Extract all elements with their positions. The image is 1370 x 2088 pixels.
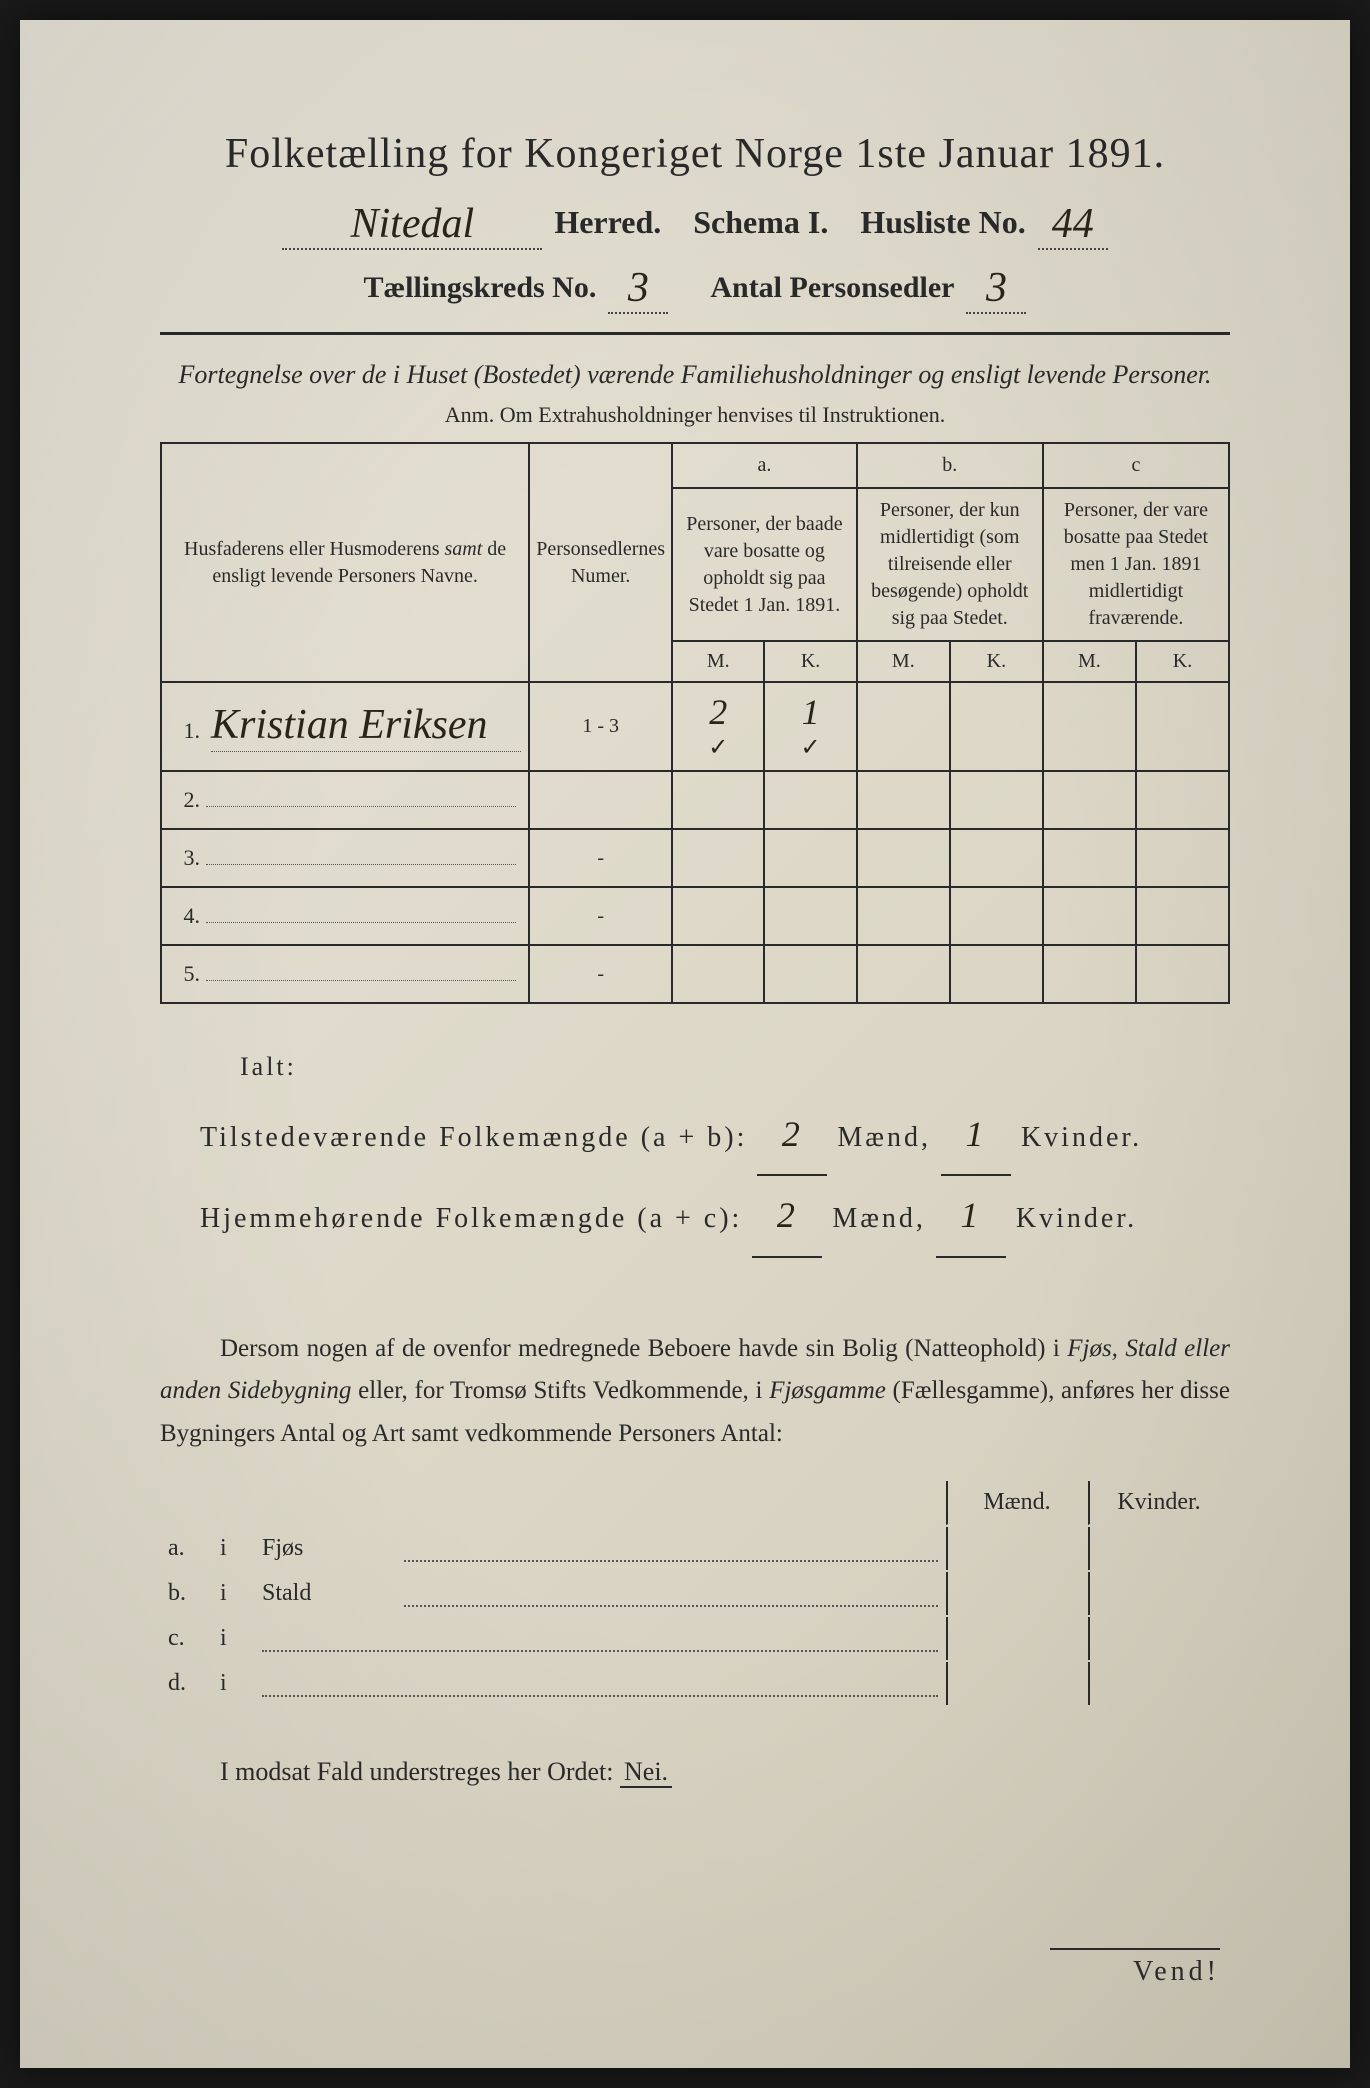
cell-ak: 1 ✓: [764, 682, 856, 771]
table-row: 5. -: [161, 945, 1229, 1003]
hjemme-label: Hjemmehørende Folkemængde (a + c):: [200, 1188, 742, 1250]
row-name: Kristian Eriksen: [211, 702, 488, 748]
cell-am: 2 ✓: [672, 682, 764, 771]
sub-kvinder: Kvinder.: [1088, 1481, 1228, 1525]
taellingskreds-label: Tællingskreds No.: [364, 271, 597, 305]
name-cell: 1. Kristian Eriksen: [161, 682, 529, 771]
th-a-text: Personer, der baade vare bosatte og opho…: [672, 488, 857, 641]
hjemme-row: Hjemmehørende Folkemængde (a + c): 2 Mæn…: [200, 1176, 1230, 1257]
table-body: 1. Kristian Eriksen 1 - 3 2 ✓ 1 ✓: [161, 682, 1229, 1003]
th-c-m: M.: [1043, 641, 1136, 682]
th-num: Personsedlernes Numer.: [529, 443, 672, 682]
main-table: Husfaderens eller Husmoderens samt de en…: [160, 442, 1230, 1004]
nei-word: Nei.: [620, 1757, 672, 1788]
husliste-label: Husliste No.: [860, 204, 1025, 241]
header-line-2: Nitedal Herred. Schema I. Husliste No. 4…: [160, 196, 1230, 246]
divider-1: [160, 332, 1230, 335]
maend-label: Mænd,: [837, 1107, 931, 1169]
sub-maend: Mænd.: [946, 1481, 1086, 1525]
husliste-value: 44: [1038, 200, 1108, 250]
sub-row: c. i: [162, 1617, 1228, 1660]
th-a-m: M.: [672, 641, 764, 682]
herred-label: Herred.: [554, 204, 661, 241]
table-row: 4. -: [161, 887, 1229, 945]
anm-text: Om Extrahusholdninger henvises til Instr…: [500, 402, 945, 427]
th-name: Husfaderens eller Husmoderens samt de en…: [161, 443, 529, 682]
kvinder-label-2: Kvinder.: [1016, 1188, 1137, 1250]
herred-value: Nitedal: [282, 200, 542, 250]
tilstede-label: Tilstedeværende Folkemængde (a + b):: [200, 1107, 747, 1169]
cell-bm: [857, 682, 950, 771]
anm-label: Anm.: [445, 402, 495, 427]
th-c-text: Personer, der vare bosatte paa Stedet me…: [1043, 488, 1229, 641]
header-line-3: Tællingskreds No. 3 Antal Personsedler 3: [160, 260, 1230, 310]
ialt-label: Ialt:: [240, 1038, 1230, 1095]
table-row: 1. Kristian Eriksen 1 - 3 2 ✓ 1 ✓: [161, 682, 1229, 771]
cell-ck: [1136, 682, 1229, 771]
vend-label: Vend!: [1050, 1948, 1220, 1988]
maend-label-2: Mænd,: [832, 1188, 926, 1250]
table-row: 2.: [161, 771, 1229, 829]
th-a-k: K.: [764, 641, 856, 682]
name-cell: 3.: [161, 829, 529, 887]
antal-value: 3: [966, 264, 1026, 314]
th-b-k: K.: [950, 641, 1043, 682]
table-row: 3. -: [161, 829, 1229, 887]
paragraph-block: Dersom nogen af de ovenfor medregnede Be…: [160, 1328, 1230, 1456]
th-b-m: M.: [857, 641, 950, 682]
sub-row: b. i Stald: [162, 1572, 1228, 1615]
cell-bk: [950, 682, 1043, 771]
schema-label: Schema I.: [693, 204, 828, 241]
sub-row: a. i Fjøs: [162, 1527, 1228, 1570]
hjemme-k: 1: [936, 1176, 1006, 1257]
tilstede-row: Tilstedeværende Folkemængde (a + b): 2 M…: [200, 1095, 1230, 1176]
name-cell: 5.: [161, 945, 529, 1003]
tilstede-m: 2: [757, 1095, 827, 1176]
main-title: Folketælling for Kongeriget Norge 1ste J…: [160, 130, 1230, 178]
taellingskreds-value: 3: [608, 264, 668, 314]
sub-table: Mænd. Kvinder. a. i Fjøs b. i Stald c. i…: [160, 1479, 1230, 1707]
sub-row: d. i: [162, 1662, 1228, 1705]
th-b-letter: b.: [857, 443, 1043, 488]
th-c-letter: c: [1043, 443, 1229, 488]
tilstede-k: 1: [941, 1095, 1011, 1176]
census-form-page: Folketælling for Kongeriget Norge 1ste J…: [20, 20, 1350, 2068]
sub-header-row: Mænd. Kvinder.: [162, 1481, 1228, 1525]
cell-cm: [1043, 682, 1136, 771]
hjemme-m: 2: [752, 1176, 822, 1257]
th-a-letter: a.: [672, 443, 857, 488]
name-cell: 2.: [161, 771, 529, 829]
th-c-k: K.: [1136, 641, 1229, 682]
instruction-text: Fortegnelse over de i Huset (Bostedet) v…: [160, 355, 1230, 394]
anm-line: Anm. Om Extrahusholdninger henvises til …: [160, 402, 1230, 428]
nei-line: I modsat Fald understreges her Ordet: Ne…: [160, 1757, 1230, 1787]
antal-label: Antal Personsedler: [710, 271, 954, 305]
kvinder-label: Kvinder.: [1021, 1107, 1142, 1169]
name-cell: 4.: [161, 887, 529, 945]
totals-block: Ialt: Tilstedeværende Folkemængde (a + b…: [160, 1038, 1230, 1258]
th-b-text: Personer, der kun midlertidigt (som tilr…: [857, 488, 1043, 641]
cell-num: 1 - 3: [529, 682, 672, 771]
